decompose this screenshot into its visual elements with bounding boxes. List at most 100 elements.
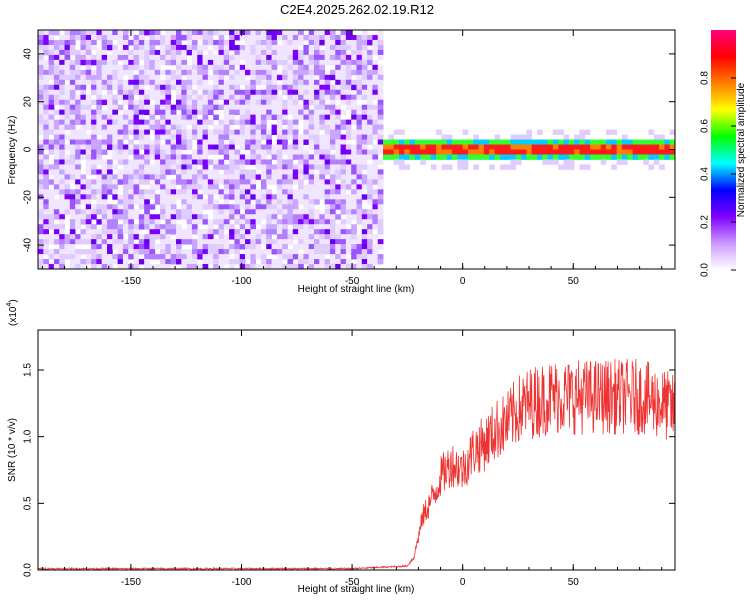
heatmap-cell (234, 59, 241, 66)
heatmap-cell (319, 124, 326, 130)
heatmap-cell (144, 59, 150, 66)
heatmap-cell (80, 229, 87, 235)
heatmap-cell (85, 119, 92, 126)
heatmap-cell (308, 64, 315, 71)
heatmap-cell (239, 254, 246, 260)
heatmap-cell (340, 69, 347, 76)
heatmap-cell (351, 169, 357, 175)
heatmap-cell (367, 69, 373, 76)
heatmap-cell (107, 249, 113, 255)
heatmap-cell (186, 264, 193, 270)
heatmap-cell (101, 144, 108, 150)
heatmap-cell (128, 84, 134, 91)
heatmap-cell (266, 219, 272, 225)
heatmap-cell (372, 174, 379, 180)
heatmap-cell (377, 74, 384, 81)
heatmap-cell (133, 39, 140, 46)
heatmap-cell (319, 79, 326, 86)
heatmap-cell (64, 194, 71, 200)
heatmap-cell (276, 224, 283, 230)
heatmap-cell (69, 224, 76, 230)
heatmap-cell (144, 169, 150, 175)
heatmap-cell (181, 89, 188, 96)
heatmap-cell (303, 74, 310, 81)
heatmap-cell (165, 199, 172, 205)
heatmap-cell (165, 189, 172, 195)
heatmap-cell (107, 164, 113, 170)
heatmap-cell (340, 149, 347, 155)
heatmap-cell (298, 234, 304, 240)
heatmap-cell (181, 259, 188, 265)
heatmap-cell (298, 169, 304, 175)
heatmap-cell (255, 114, 262, 121)
heatmap-cell (223, 239, 230, 245)
heatmap-cell (473, 144, 479, 150)
heatmap-cell (107, 219, 113, 225)
heatmap-cell (122, 89, 129, 96)
heatmap-cell (239, 104, 246, 111)
heatmap-cell (223, 199, 230, 205)
heatmap-cell (340, 99, 347, 106)
heatmap-cell (303, 49, 310, 56)
heatmap-cell (202, 204, 209, 210)
heatmap-cell (340, 94, 347, 101)
heatmap-cell (48, 204, 55, 210)
heatmap-cell (356, 114, 363, 121)
heatmap-cell (282, 144, 288, 150)
heatmap-cell (499, 154, 506, 160)
heatmap-cell (128, 99, 134, 106)
heatmap-cell (356, 144, 363, 150)
heatmap-cell (303, 234, 310, 240)
heatmap-cell (176, 179, 182, 185)
heatmap-cell (43, 104, 50, 111)
heatmap-cell (361, 244, 368, 250)
heatmap-cell (404, 139, 410, 145)
heatmap-cell (48, 64, 55, 71)
heatmap-cell (154, 134, 161, 140)
heatmap-cell (329, 114, 336, 121)
chart-title: C2E4.2025.262.02.19.R12 (280, 2, 434, 17)
heatmap-cell (340, 169, 347, 175)
heatmap-cell (372, 254, 379, 260)
heatmap-cell (91, 109, 97, 116)
heatmap-cell (632, 139, 639, 145)
heatmap-cell (38, 59, 44, 66)
heatmap-cell (255, 204, 262, 210)
heatmap-cell (43, 224, 50, 230)
heatmap-cell (420, 154, 426, 160)
heatmap-cell (276, 144, 283, 150)
heatmap-cell (202, 64, 209, 71)
heatmap-cell (282, 119, 288, 126)
heatmap-cell (43, 159, 50, 165)
heatmap-cell (170, 204, 177, 210)
heatmap-cell (351, 234, 357, 240)
heatmap-cell (260, 204, 267, 210)
heatmap-cell (250, 154, 257, 160)
heatmap-cell (319, 254, 326, 260)
heatmap-cell (356, 249, 363, 255)
heatmap-cell (260, 259, 267, 265)
heatmap-cell (85, 259, 92, 265)
heatmap-cell (144, 49, 150, 56)
heatmap-cell (85, 199, 92, 205)
heatmap-cell (133, 129, 140, 135)
heatmap-cell (191, 39, 198, 46)
heatmap-cell (303, 44, 310, 51)
heatmap-cell (308, 89, 315, 96)
heatmap-cell (255, 109, 262, 116)
heatmap-cell (96, 209, 103, 215)
heatmap-cell (234, 149, 241, 155)
heatmap-cell (616, 139, 623, 145)
heatmap-cell (351, 189, 357, 195)
heatmap-cell (176, 74, 182, 81)
heatmap-cell (340, 124, 347, 130)
heatmap-cell (176, 149, 182, 155)
heatmap-cell (276, 134, 283, 140)
heatmap-cell (117, 199, 124, 205)
heatmap-cell (59, 154, 65, 160)
heatmap-cell (335, 229, 341, 235)
heatmap-cell (255, 39, 262, 46)
heatmap-cell (197, 214, 203, 220)
heatmap-cell (404, 164, 410, 170)
